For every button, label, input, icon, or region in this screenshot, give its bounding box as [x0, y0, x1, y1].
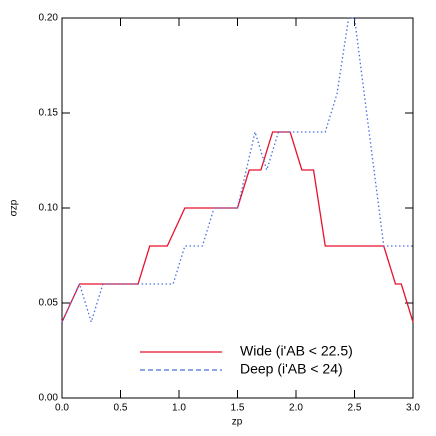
- series-line: [61, 17, 413, 325]
- y-tick-label: 0.00: [39, 393, 59, 404]
- y-tick-label: 0.20: [39, 13, 59, 24]
- x-tick-label: 1.5: [231, 403, 245, 414]
- legend-label: Deep (i'AB < 24): [240, 361, 343, 377]
- x-tick-label: 0.0: [55, 403, 69, 414]
- x-tick-label: 0.5: [114, 403, 128, 414]
- x-tick-label: 2.5: [348, 403, 362, 414]
- x-tick-label: 3.0: [406, 403, 420, 414]
- y-tick-label: 0.05: [39, 298, 59, 309]
- x-tick-label: 2.0: [289, 403, 303, 414]
- y-tick-label: 0.15: [39, 108, 59, 119]
- x-axis-label: zp: [232, 417, 243, 428]
- x-tick-label: 1.0: [172, 403, 186, 414]
- y-tick-label: 0.10: [39, 203, 59, 214]
- series-line: [61, 131, 414, 323]
- legend-label: Wide (i'AB < 22.5): [240, 343, 353, 359]
- y-axis-label: σzp: [9, 199, 20, 216]
